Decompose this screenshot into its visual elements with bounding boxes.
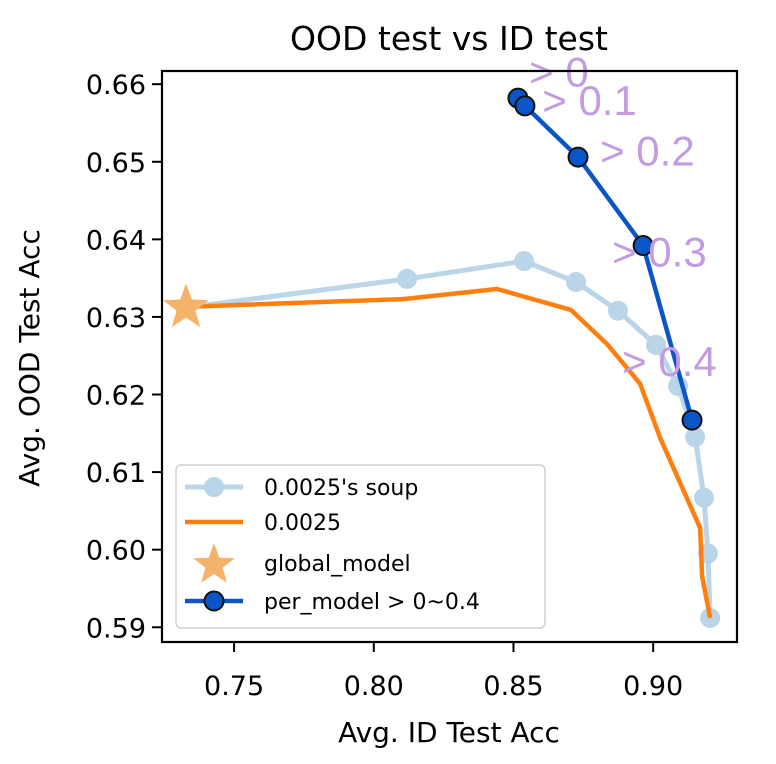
legend-soup-marker [204,477,224,497]
legend-label: 0.0025's soup [264,476,418,501]
legend-handle-soup [185,477,243,497]
x-tick-label: 0.90 [623,671,683,702]
series-0.0025-line [185,286,713,619]
per-model-point [514,95,536,117]
per-model-point [681,409,703,431]
soup-point [685,427,706,448]
y-tick-label: 0.66 [86,70,146,101]
y-tick-label: 0.59 [86,613,146,644]
legend-label: per_model > 0~0.4 [264,590,480,615]
soup-line [185,258,713,619]
threshold-annotation: > 0.4 [622,338,717,385]
legend-per-model-marker [203,590,225,612]
soup-point [607,300,628,321]
per-model-point [567,146,589,168]
legend-label: global_model [264,552,411,577]
x-tick-label: 0.80 [344,671,404,702]
y-axis: 0.59 0.60 0.61 0.62 0.63 0.64 0.65 0.66 [86,70,162,644]
soup-point [397,268,418,289]
series-soup [185,251,721,628]
legend-box [175,464,546,629]
series-layer [163,87,721,628]
legend-handle-global-model [193,543,235,583]
annotation-layer: > 0> 0.1> 0.2> 0.3> 0.4 [529,49,717,385]
soup-point [514,251,535,272]
soup-point [645,334,666,355]
y-tick-label: 0.60 [86,536,146,567]
global-model-star [163,283,209,327]
y-tick-label: 0.64 [86,225,146,256]
soup-point [694,487,715,508]
legend-label: 0.0025 [264,511,341,536]
x-tick-label: 0.85 [483,671,543,702]
y-tick-label: 0.62 [86,381,146,412]
series-per-model [507,87,703,431]
chart-title: OOD test vs ID test [290,19,608,58]
threshold-annotation: > 0.1 [542,77,637,124]
per-model-point [632,235,654,257]
threshold-annotation: > 0.3 [612,229,707,276]
y-axis-label: Avg. OOD Test Acc [13,229,46,487]
y-tick-label: 0.61 [86,458,146,489]
soup-point [566,272,587,293]
plot-frame [160,69,739,644]
x-axis: 0.75 0.80 0.85 0.90 [204,642,683,702]
y-tick-label: 0.63 [86,303,146,334]
y-tick-label: 0.65 [86,148,146,179]
x-axis-label: Avg. ID Test Acc [338,716,560,749]
threshold-annotation: > 0.2 [600,128,695,175]
x-tick-label: 0.75 [204,671,264,702]
legend: 0.0025's soup 0.0025 global_model per_model… [175,464,546,629]
